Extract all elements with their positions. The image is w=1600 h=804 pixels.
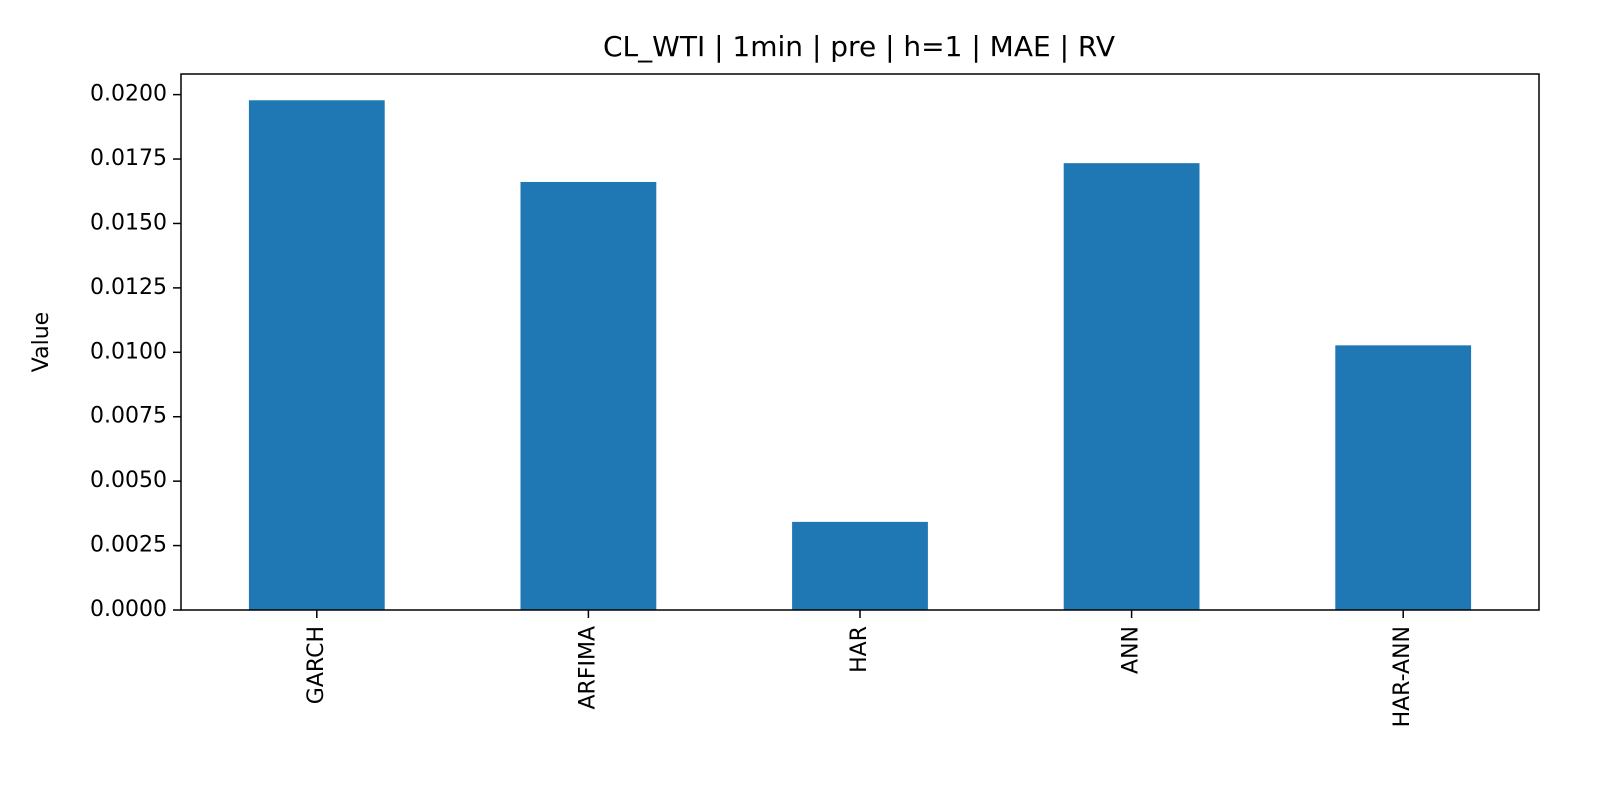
x-tick-label-arfima: ARFIMA — [575, 626, 600, 710]
y-axis-ticks: 0.0000 0.0025 0.0050 0.0075 0.0100 0.0125 0.01… — [90, 82, 181, 622]
x-tick-label-ann: ANN — [1119, 626, 1144, 674]
bar-garch — [248, 100, 385, 610]
chart-title: CL_WTI | 1min | pre | h=1 | MAE | RV — [603, 30, 1115, 63]
y-axis-label: Value — [29, 312, 54, 372]
y-tick-label: 0.0200 — [90, 82, 167, 107]
x-axis-ticks: GARCH ARFIMA HAR ANN HAR-ANN — [304, 610, 1415, 727]
bar-ann — [1063, 163, 1200, 610]
bars-group — [248, 100, 1472, 610]
y-tick-label: 0.0000 — [90, 597, 167, 622]
y-tick-label: 0.0150 — [90, 210, 167, 235]
y-tick-label: 0.0025 — [90, 533, 167, 558]
y-tick-label: 0.0050 — [90, 468, 167, 493]
x-tick-label-har-ann: HAR-ANN — [1390, 626, 1415, 727]
x-tick-label-har: HAR — [847, 626, 872, 673]
y-tick-label: 0.0125 — [90, 275, 167, 300]
bar-har — [792, 521, 928, 610]
bar-har-ann — [1335, 345, 1472, 610]
x-tick-label-garch: GARCH — [304, 626, 329, 704]
y-tick-label: 0.0175 — [90, 146, 167, 171]
y-tick-label: 0.0075 — [90, 404, 167, 429]
bar-arfima — [520, 181, 657, 610]
y-tick-label: 0.0100 — [90, 339, 167, 364]
plot-frame — [180, 73, 1540, 611]
